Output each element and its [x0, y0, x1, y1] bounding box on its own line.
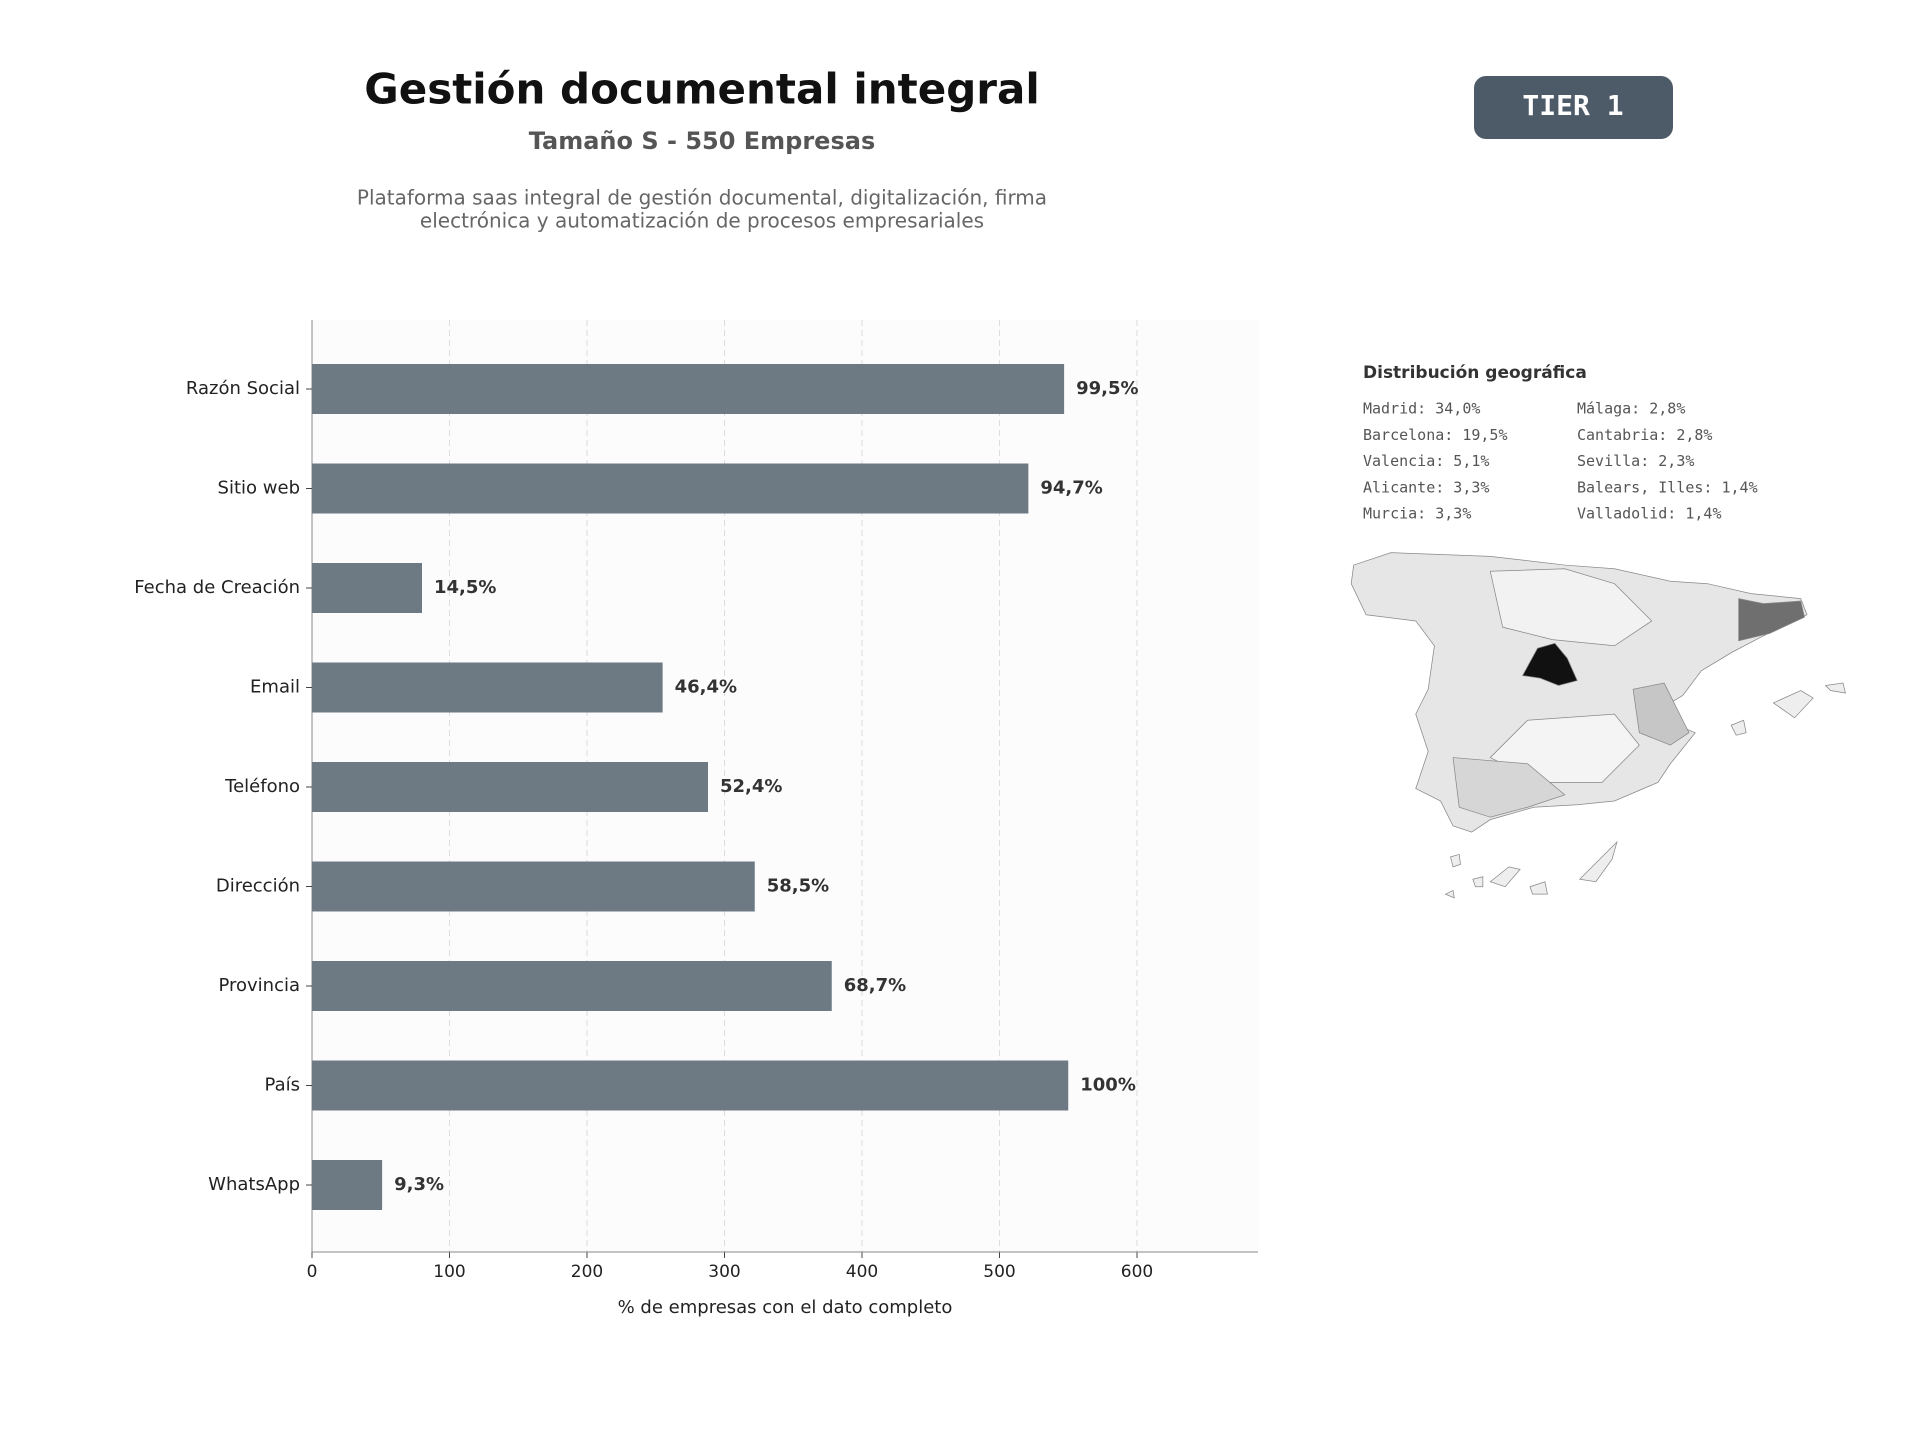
- geo-item: Madrid: 34,0%: [1363, 400, 1480, 418]
- bar-chart: 0 100 200 300 400 500 600 % de empresas con el …: [134, 320, 1258, 1318]
- tier-badge-text: TIER 1: [1522, 89, 1623, 122]
- map-island: [1772, 690, 1814, 719]
- geo-title: Distribución geográfica: [1363, 363, 1587, 383]
- value-label: 68,7%: [844, 975, 906, 996]
- map-island: [1450, 853, 1461, 868]
- value-label: 14,5%: [434, 577, 496, 598]
- value-label: 52,4%: [720, 776, 782, 797]
- subtitle: Tamaño S - 550 Empresas: [529, 127, 875, 155]
- y-tick-label: Dirección: [216, 876, 300, 897]
- geo-item: Alicante: 3,3%: [1363, 478, 1489, 496]
- x-tick-label: 300: [708, 1262, 740, 1282]
- bar: [312, 762, 708, 812]
- y-tick-label: Sitio web: [218, 478, 300, 499]
- value-label: 9,3%: [394, 1174, 444, 1195]
- value-label: 58,5%: [767, 876, 829, 897]
- y-tick-label: WhatsApp: [208, 1174, 300, 1195]
- x-tick-label: 500: [983, 1262, 1015, 1282]
- geo-item: Balears, Illes: 1,4%: [1577, 478, 1758, 496]
- bar: [312, 364, 1065, 414]
- geo-item: Valencia: 5,1%: [1363, 452, 1489, 470]
- map-island: [1489, 866, 1521, 888]
- geo-item: Valladolid: 1,4%: [1577, 505, 1722, 523]
- x-tick-label: 0: [307, 1262, 318, 1282]
- map-island: [1578, 840, 1618, 883]
- bar: [312, 463, 1029, 514]
- description-line: Plataforma saas integral de gestión docu…: [357, 186, 1047, 210]
- map-island: [1824, 682, 1846, 694]
- map-region: [1489, 568, 1653, 647]
- geo-item: Sevilla: 2,3%: [1577, 452, 1694, 470]
- bar: [312, 861, 755, 912]
- bar: [312, 662, 663, 713]
- geo-item: Murcia: 3,3%: [1363, 505, 1471, 523]
- map-island: [1529, 881, 1548, 895]
- title: Gestión documental integral: [364, 65, 1040, 114]
- map-island: [1730, 719, 1747, 736]
- x-tick-label: 100: [433, 1262, 465, 1282]
- map-region: [1452, 757, 1566, 818]
- y-tick-label: Provincia: [218, 975, 300, 996]
- value-label: 46,4%: [675, 677, 737, 698]
- y-tick-label: Email: [250, 677, 300, 698]
- value-label: 100%: [1080, 1075, 1136, 1096]
- geo-list: Madrid: 34,0% Barcelona: 19,5% Valencia: 5…: [1363, 400, 1758, 523]
- y-tick-label: Teléfono: [224, 776, 300, 797]
- bar: [312, 1160, 383, 1210]
- bar: [312, 1060, 1069, 1111]
- geo-item: Barcelona: 19,5%: [1363, 426, 1508, 444]
- y-tick-label: País: [265, 1075, 300, 1096]
- x-axis-label: % de empresas con el dato completo: [618, 1297, 953, 1318]
- bar: [312, 961, 832, 1011]
- value-label: 99,5%: [1076, 378, 1138, 399]
- x-tick-label: 600: [1121, 1262, 1153, 1282]
- x-tick-label: 400: [846, 1262, 878, 1282]
- geo-item: Cantabria: 2,8%: [1577, 426, 1712, 444]
- bar: [312, 563, 422, 613]
- map-island: [1444, 889, 1455, 899]
- spain-map: [1350, 552, 1846, 899]
- y-tick-label: Fecha de Creación: [134, 577, 300, 598]
- map-region: [1738, 598, 1805, 642]
- y-tick-label: Razón Social: [186, 378, 300, 399]
- description-line: electrónica y automatización de procesos…: [420, 209, 984, 233]
- x-tick-label: 200: [571, 1262, 603, 1282]
- geo-item: Málaga: 2,8%: [1577, 400, 1685, 418]
- tier-badge: [1474, 76, 1673, 139]
- value-label: 94,7%: [1040, 478, 1102, 499]
- map-region: [1521, 642, 1578, 686]
- map-island: [1472, 876, 1484, 888]
- map-region: [1632, 682, 1690, 746]
